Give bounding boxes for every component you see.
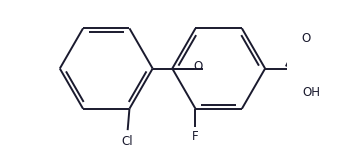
Text: O: O — [194, 60, 203, 73]
Text: O: O — [302, 32, 311, 45]
Text: Cl: Cl — [122, 135, 133, 148]
Text: OH: OH — [302, 86, 321, 99]
Text: F: F — [192, 130, 199, 143]
